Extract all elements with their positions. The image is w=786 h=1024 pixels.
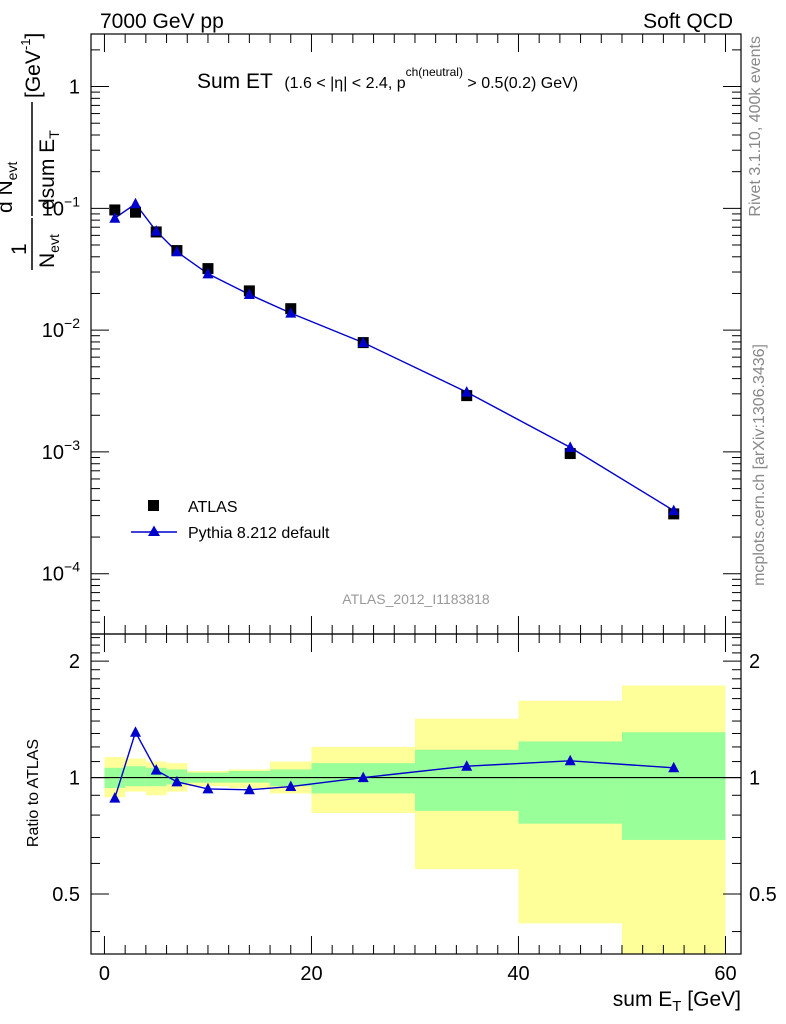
ratio-point-9 [564, 754, 576, 766]
y-tick-base: 10 [42, 320, 64, 342]
ratio-point-10 [668, 761, 680, 773]
ratio-y-axis-label: Ratio to ATLAS [25, 739, 42, 847]
data-point-1 [130, 206, 142, 218]
plot-title-cut-b: | < 2.4, p [343, 75, 406, 92]
ratio-point-8 [461, 760, 473, 771]
mc-point-8 [461, 386, 473, 397]
mc-point-4 [202, 267, 214, 279]
band-inner-1 [125, 766, 146, 787]
legend: ATLAS Pythia 8.212 default [131, 499, 330, 542]
plot-title-sup: ch(neutral) [406, 65, 463, 79]
analysis-id: ATLAS_2012_I1183818 [342, 591, 490, 607]
band-inner-5 [228, 770, 271, 783]
ylabel-nevt-sub: evt [46, 234, 62, 253]
ylabel-dn-sub: evt [4, 162, 20, 181]
mc-point-7 [357, 336, 369, 348]
mc-point-6 [285, 307, 297, 318]
x-tick-label-1: 20 [300, 963, 322, 985]
ratio-uncertainty-bands [104, 685, 726, 954]
mc-point-3 [171, 245, 183, 257]
xlabel-sub: T [672, 998, 681, 1015]
x-tick-label-2: 40 [507, 963, 529, 985]
y-tick-label-main-0: 1 [69, 77, 80, 99]
legend-data-marker [148, 500, 159, 511]
xlabel-unit: [GeV] [681, 988, 741, 1011]
legend-data-label: ATLAS [188, 499, 238, 516]
ratio-point-4 [202, 782, 214, 794]
plot-title-main: Sum ET [197, 70, 273, 93]
y-tick-exp: −4 [64, 559, 80, 575]
mc-point-5 [243, 288, 255, 300]
mc-point-9 [564, 441, 576, 452]
ratio-point-0 [109, 792, 121, 803]
ratio-y-tick-label-left-1: 1 [69, 768, 80, 790]
y-tick-label-main-4: 10−4 [42, 559, 80, 586]
main-plot [109, 197, 680, 520]
legend-mc-marker [148, 525, 160, 536]
mc-point-1 [130, 197, 142, 209]
y-tick-exp: −3 [64, 437, 80, 453]
ratio-y-tick-label-left-2: 0.5 [52, 884, 80, 906]
svg-text:Nevt: Nevt [36, 234, 62, 268]
x-tick-label-3: 60 [714, 963, 736, 985]
svg-text:1: 1 [8, 243, 31, 255]
ylabel-unit: [GeV [22, 50, 45, 98]
ratio-y-tick-label-right-1: 1 [749, 768, 760, 790]
ratio-y-tick-label-left-0: 2 [69, 651, 80, 673]
ylabel-dn: d N [0, 180, 17, 213]
ratio-point-6 [285, 780, 297, 792]
ratio-point-1 [130, 726, 142, 737]
x-tick-label-0: 0 [99, 963, 110, 985]
plot-title-eta: η [334, 75, 343, 92]
y-tick-exp: −1 [64, 193, 80, 209]
mc-point-10 [668, 504, 680, 516]
ylabel-unit-close: ] [22, 33, 45, 39]
ylabel-dsum: dsum E [36, 139, 59, 210]
ratio-y-tick-label-right-2: 0.5 [749, 884, 777, 906]
legend-mc-label: Pythia 8.212 default [188, 525, 330, 542]
y-tick-label-main-2: 10−2 [42, 315, 80, 342]
main-plot-frame [90, 33, 742, 635]
rivet-label: Rivet 3.1.10, 400k events [747, 36, 764, 217]
mc-line [114, 202, 675, 512]
mc-point-0 [109, 212, 121, 223]
ratio-point-7 [357, 771, 369, 783]
ratio-point-3 [171, 775, 183, 787]
y-tick-label-main-3: 10−3 [42, 437, 80, 464]
main-y-axis-label: 1 Nevt d Nevt dsum ET [GeV-1] [0, 33, 62, 270]
y-tick-base: 10 [42, 442, 64, 464]
right-title: Soft QCD [643, 10, 733, 33]
xlabel-main: sum E [613, 988, 673, 1011]
data-point-9 [564, 448, 576, 460]
y-tick-label-main-1: 10−1 [42, 193, 80, 220]
mc-point-2 [150, 225, 162, 236]
left-title: 7000 GeV pp [100, 10, 224, 33]
y-tick-base: 10 [42, 564, 64, 586]
svg-text:[GeV-1]: [GeV-1] [18, 33, 45, 98]
plot-title: Sum ET (1.6 < |η| < 2.4, pch(neutral) > … [197, 65, 578, 93]
svg-text:dsum ET: dsum ET [36, 130, 62, 210]
plot-title-cut-a: (1.6 < | [284, 75, 334, 92]
plot-title-cut-c: > 0.5(0.2) GeV) [463, 75, 578, 92]
ratio-y-tick-label-right-0: 2 [749, 651, 760, 673]
ylabel-dsum-sub: T [46, 130, 62, 139]
ratio-point-2 [150, 764, 162, 775]
ratio-plot-frame [90, 633, 742, 955]
ratio-plot [91, 726, 741, 803]
band-inner-9 [518, 741, 622, 824]
x-axis-label: sum ET [GeV] [613, 988, 741, 1015]
y-tick-exp: −2 [64, 315, 80, 331]
ylabel-nevt: N [36, 253, 59, 268]
mcplots-label: mcplots.cern.ch [arXiv:1306.3436] [751, 344, 768, 586]
band-inner-8 [414, 749, 519, 811]
band-inner-10 [621, 732, 726, 840]
ylabel-one: 1 [8, 243, 31, 255]
svg-text:d Nevt: d Nevt [0, 162, 20, 213]
ratio-point-5 [243, 783, 255, 795]
data-point-0 [109, 204, 121, 216]
ylabel-unit-sup: -1 [18, 39, 33, 51]
y-tick-base: 10 [42, 198, 64, 220]
